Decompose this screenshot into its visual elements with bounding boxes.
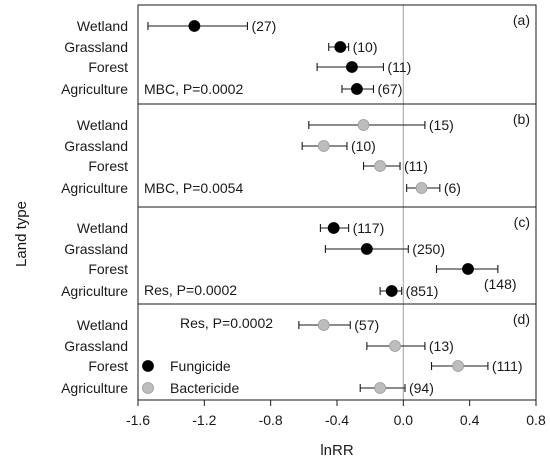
panel-d: (d) Res, P=0.0002 Wetland Grassland Forest Ag… <box>61 303 537 401</box>
sample-size-label: (27) <box>251 18 276 34</box>
sample-size-label: (11) <box>404 158 428 174</box>
panel-annotation: Res, P=0.0002 <box>180 315 273 331</box>
data-point <box>452 360 464 372</box>
panels-layer: (a) MBC, P=0.0002 Wetland Grassland Forest Ag… <box>61 4 537 401</box>
panel-c: (c) Res, P=0.0002 Wetland Grassland Forest Ag… <box>61 206 537 305</box>
y-axis-title: Land type <box>13 201 30 267</box>
category-label: Wetland <box>77 317 128 333</box>
sample-size-label: (67) <box>377 81 402 97</box>
panel-annotation: MBC, P=0.0054 <box>144 180 243 196</box>
data-point <box>317 319 330 331</box>
data-point <box>334 41 347 53</box>
x-axis-title: lnRR <box>320 442 354 459</box>
data-point-group: (11) <box>362 158 428 174</box>
category-label: Grassland <box>64 241 128 257</box>
sample-size-label: (11) <box>387 59 411 75</box>
sample-size-label: (15) <box>429 117 454 133</box>
sample-size-label: (117) <box>353 220 385 236</box>
data-point <box>389 340 401 352</box>
data-point-group: (111) <box>430 358 523 374</box>
legend-label: Fungicide <box>170 358 231 374</box>
sample-size-label: (111) <box>492 358 523 374</box>
data-point-group: (13) <box>366 338 454 354</box>
category-label: Wetland <box>77 117 128 133</box>
data-point <box>462 263 474 275</box>
data-point <box>188 20 201 32</box>
data-point-group: (27) <box>147 18 276 34</box>
data-point-group: (11) <box>316 59 411 75</box>
category-label: Wetland <box>77 18 128 34</box>
sample-size-label: (6) <box>444 180 461 196</box>
category-label: Grassland <box>64 138 128 154</box>
sample-size-label: (250) <box>412 241 445 257</box>
sample-size-label: (57) <box>354 317 379 333</box>
legend: Fungicide Bactericide <box>142 358 239 396</box>
category-label: Agriculture <box>61 81 128 97</box>
category-label: Grassland <box>64 39 128 55</box>
data-point-group: (94) <box>359 380 434 396</box>
category-label: Forest <box>88 59 128 75</box>
data-point <box>374 160 387 172</box>
x-tick-label: -0.8 <box>259 412 283 428</box>
sample-size-label: (10) <box>353 39 378 55</box>
data-point-group: (67) <box>341 81 402 97</box>
x-tick-label: 0.0 <box>394 412 414 428</box>
category-label: Forest <box>88 158 128 174</box>
data-point-group: (15) <box>308 117 454 133</box>
panel-annotation: Res, P=0.0002 <box>144 282 237 298</box>
data-point <box>357 119 370 131</box>
legend-marker <box>142 382 154 394</box>
panel-annotation: MBC, P=0.0002 <box>144 81 243 97</box>
data-point <box>346 61 358 73</box>
data-point-group: (10) <box>328 39 378 55</box>
data-point-group: (57) <box>298 317 379 333</box>
category-label: Wetland <box>77 220 128 236</box>
data-point-group: (6) <box>406 180 461 196</box>
panel-a: (a) MBC, P=0.0002 Wetland Grassland Forest Ag… <box>61 4 537 105</box>
data-point <box>317 140 330 152</box>
data-point-group: (851) <box>379 283 439 299</box>
panel-label: (a) <box>513 12 530 28</box>
category-label: Agriculture <box>61 380 128 396</box>
x-tick-label: 0.8 <box>526 412 546 428</box>
category-label: Forest <box>88 261 128 277</box>
x-tick-label: -0.4 <box>325 412 349 428</box>
data-point-group: (250) <box>324 241 445 257</box>
data-point <box>327 222 340 234</box>
data-point <box>360 243 373 255</box>
x-tick-label: -1.6 <box>126 412 150 428</box>
category-label: Agriculture <box>61 180 128 196</box>
sample-size-label: (13) <box>429 338 454 354</box>
data-point <box>415 182 428 194</box>
data-point <box>350 83 363 95</box>
category-label: Grassland <box>64 338 128 354</box>
sample-size-label: (148) <box>484 276 517 292</box>
data-point-group: (148) <box>435 263 517 292</box>
category-label: Forest <box>88 358 128 374</box>
panel-label: (d) <box>513 311 530 327</box>
sample-size-label: (94) <box>409 380 434 396</box>
legend-label: Bactericide <box>170 380 239 396</box>
panel-label: (c) <box>514 214 530 230</box>
category-label: Agriculture <box>61 283 128 299</box>
sample-size-label: (10) <box>351 138 376 154</box>
x-tick-label: -1.2 <box>192 412 216 428</box>
x-tick-label: 0.4 <box>460 412 480 428</box>
data-point-group: (117) <box>319 220 385 236</box>
sample-size-label: (851) <box>406 283 439 299</box>
panel-b: (b) MBC, P=0.0054 Wetland Grassland Forest Ag… <box>61 103 537 208</box>
data-point <box>385 285 398 297</box>
data-point <box>374 382 387 394</box>
panel-label: (b) <box>513 111 530 127</box>
x-axis: -1.6 -1.2 -0.8 -0.4 0.0 0.4 0.8 <box>126 400 546 428</box>
data-point-group: (10) <box>301 138 376 154</box>
legend-marker <box>142 360 154 372</box>
